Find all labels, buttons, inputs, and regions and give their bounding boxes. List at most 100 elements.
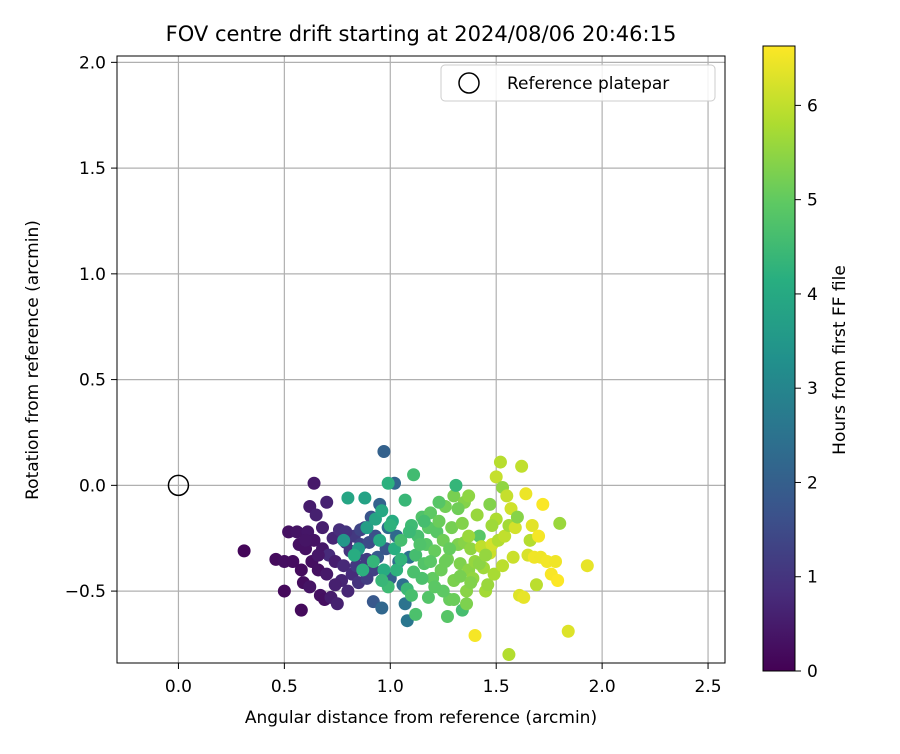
data-point xyxy=(337,559,351,573)
data-point xyxy=(447,489,461,503)
data-point xyxy=(464,576,478,590)
data-point xyxy=(428,544,442,558)
data-point xyxy=(580,559,594,573)
legend: Reference platepar xyxy=(440,64,716,102)
x-axis-label: Angular distance from reference (arcmin) xyxy=(245,708,597,728)
data-point xyxy=(417,514,431,528)
data-point xyxy=(358,491,372,505)
data-point xyxy=(360,521,374,535)
data-point xyxy=(375,574,389,588)
colorbar-tick-label: 1 xyxy=(807,568,818,588)
data-point xyxy=(519,487,533,501)
data-point xyxy=(366,554,380,568)
data-point xyxy=(237,544,251,558)
data-point xyxy=(290,525,304,539)
data-point xyxy=(421,590,435,604)
y-axis-ticks: −0.5 0.0 0.5 1.0 1.5 2.0 xyxy=(65,53,117,602)
grid-lines xyxy=(117,56,725,663)
data-point xyxy=(402,525,416,539)
data-point xyxy=(356,563,370,577)
y-tick-label: 0.5 xyxy=(79,371,106,391)
data-point xyxy=(440,609,454,623)
data-point xyxy=(294,603,308,617)
data-point xyxy=(453,569,467,583)
colorbar xyxy=(762,45,796,672)
x-tick-label: 2.5 xyxy=(695,677,722,697)
x-axis-ticks: 0.0 0.5 1.0 1.5 2.0 2.5 xyxy=(165,663,722,697)
x-tick-label: 1.5 xyxy=(483,677,510,697)
data-point xyxy=(303,580,317,594)
data-point xyxy=(468,629,482,643)
legend-box xyxy=(440,64,716,102)
data-point xyxy=(553,516,567,530)
data-point xyxy=(375,504,389,518)
data-point xyxy=(294,563,308,577)
data-point xyxy=(551,574,565,588)
data-point xyxy=(432,514,446,528)
legend-entry-label: Reference platepar xyxy=(507,74,669,94)
data-point xyxy=(561,624,575,638)
colorbar-tick-label: 0 xyxy=(807,662,818,682)
data-point xyxy=(377,445,391,459)
data-point xyxy=(390,563,404,577)
data-points xyxy=(237,445,594,662)
data-point xyxy=(508,521,522,535)
data-point xyxy=(489,470,503,484)
data-point xyxy=(500,489,514,503)
data-point xyxy=(536,497,550,511)
data-point xyxy=(472,529,486,543)
data-point xyxy=(286,554,300,568)
data-point xyxy=(502,648,516,662)
data-point xyxy=(398,493,412,507)
data-point xyxy=(341,491,355,505)
colorbar-tick-label: 5 xyxy=(807,191,818,211)
chart-title: FOV centre drift starting at 2024/08/06 … xyxy=(166,22,677,46)
data-point xyxy=(320,567,334,581)
data-point xyxy=(394,533,408,547)
data-point xyxy=(455,516,469,530)
data-point xyxy=(407,565,421,579)
reference-point-marker xyxy=(167,474,190,497)
colorbar-label: Hours from first FF file xyxy=(830,265,850,455)
data-point xyxy=(506,550,520,564)
data-point xyxy=(496,559,510,573)
data-point xyxy=(428,580,442,594)
data-point xyxy=(517,590,531,604)
data-point xyxy=(315,521,329,535)
data-point xyxy=(449,478,463,492)
data-point xyxy=(413,538,427,552)
y-tick-label: 1.0 xyxy=(79,265,106,285)
data-point xyxy=(529,578,543,592)
plot-frame xyxy=(116,55,726,664)
data-point xyxy=(424,554,438,568)
data-point xyxy=(373,533,387,547)
data-point xyxy=(341,584,355,598)
data-point xyxy=(493,455,507,469)
data-point xyxy=(525,519,539,533)
data-point xyxy=(394,552,408,566)
y-tick-label: 1.5 xyxy=(79,159,106,179)
data-point xyxy=(445,521,459,535)
data-point xyxy=(485,519,499,533)
data-point xyxy=(498,529,512,543)
data-point xyxy=(381,476,395,490)
x-tick-label: 0.5 xyxy=(271,677,298,697)
colorbar-ticks: 0 1 2 3 4 5 6 xyxy=(795,96,818,682)
data-point xyxy=(375,601,389,615)
colorbar-tick-label: 6 xyxy=(807,96,818,116)
data-point xyxy=(328,578,342,592)
data-point xyxy=(462,529,476,543)
data-point xyxy=(487,567,501,581)
data-point xyxy=(347,548,361,562)
data-point xyxy=(438,554,452,568)
data-point xyxy=(447,593,461,607)
data-point xyxy=(464,542,478,556)
data-point xyxy=(330,597,344,611)
data-point xyxy=(483,497,497,511)
data-point xyxy=(515,459,529,473)
y-axis-label: Rotation from reference (arcmin) xyxy=(23,220,43,500)
x-tick-label: 1.0 xyxy=(377,677,404,697)
data-point xyxy=(377,563,391,577)
data-point xyxy=(383,519,397,533)
